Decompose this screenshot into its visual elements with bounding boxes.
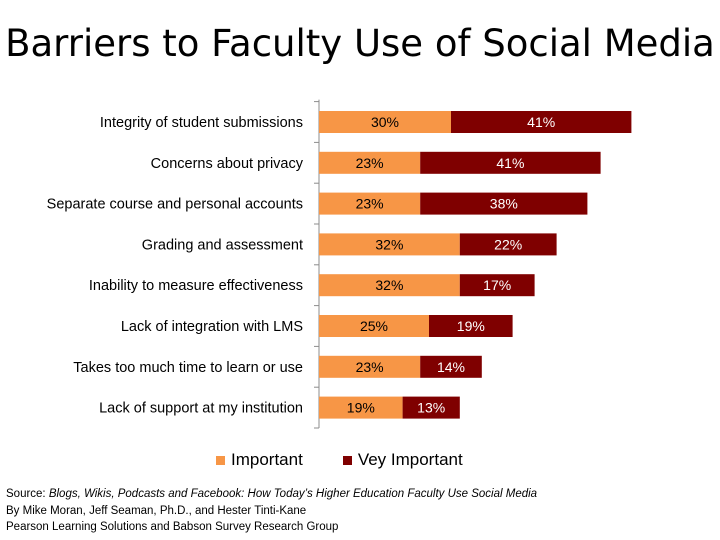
legend-label-important: Important (231, 450, 303, 469)
data-label: 23% (356, 155, 384, 171)
source-citation: Source: Blogs, Wikis, Podcasts and Faceb… (6, 486, 537, 536)
source-prefix: Source: (6, 488, 49, 500)
bar-chart: Integrity of student submissions 30% 41% Co… (47, 99, 632, 429)
data-label: 23% (356, 359, 384, 375)
source-authors: By Mike Moran, Jeff Seaman, Ph.D., and H… (6, 504, 307, 517)
data-label: 23% (356, 196, 384, 212)
bar-very-important (420, 355, 482, 378)
data-label: 13% (417, 400, 445, 416)
data-label: 38% (490, 196, 518, 212)
legend-item-very-important: Vey Important (342, 450, 463, 470)
data-label: 41% (496, 155, 524, 171)
category-label: Takes too much time to learn or use (73, 360, 303, 376)
category-label: Grading and assessment (142, 237, 303, 253)
bar-very-important (420, 151, 601, 174)
bar-important (319, 355, 421, 378)
bar-important (319, 274, 460, 297)
data-label: 32% (375, 277, 403, 293)
bar-important (319, 111, 451, 133)
category-label: Lack of integration with LMS (121, 319, 303, 335)
chart-title: Barriers to Faculty Use of Social Media (5, 22, 715, 65)
source-line: Source: Blogs, Wikis, Podcasts and Faceb… (6, 486, 537, 503)
category-label: Integrity of student submissions (100, 115, 303, 131)
data-label: 32% (375, 236, 403, 252)
category-label: Inability to measure effectiveness (89, 278, 303, 294)
bar-very-important (402, 396, 460, 419)
bar-very-important (451, 111, 632, 133)
bar-important (319, 315, 429, 337)
bar-very-important (429, 315, 513, 337)
bar-important (319, 151, 421, 174)
bar-important (319, 192, 421, 215)
data-label: 14% (437, 359, 465, 375)
legend-swatch-very-important (342, 455, 352, 465)
bar-very-important (420, 192, 588, 215)
source-publisher: Pearson Learning Solutions and Babson Su… (6, 521, 339, 533)
data-label: 19% (457, 318, 485, 334)
category-label: Lack of support at my institution (99, 401, 303, 417)
data-label: 25% (360, 318, 388, 334)
data-label: 17% (483, 277, 511, 293)
data-label: 19% (347, 400, 375, 416)
data-label: 30% (371, 114, 399, 130)
bar-very-important (459, 274, 535, 297)
category-label: Concerns about privacy (151, 156, 304, 172)
data-label: 22% (494, 236, 522, 252)
bar-important (319, 233, 460, 256)
legend-item-important: Important (216, 450, 303, 470)
legend-label-very-important: Vey Important (357, 450, 463, 469)
legend: Important Vey Important (216, 450, 463, 470)
category-label: Separate course and personal accounts (47, 197, 303, 213)
data-label: 41% (527, 114, 555, 130)
bar-important (319, 396, 403, 419)
bar-very-important (459, 233, 557, 256)
source-work: Blogs, Wikis, Podcasts and Facebook: How… (48, 488, 538, 500)
legend-swatch-important (216, 455, 225, 465)
